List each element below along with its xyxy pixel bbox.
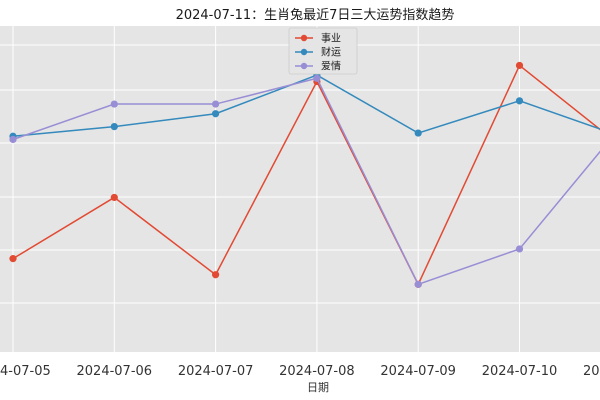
series-group — [9, 61, 600, 288]
legend-swatch-marker — [300, 48, 308, 56]
x-tick-labels: 2024-07-05 2024-07-06 2024-07-07 2024-07-08… — [0, 364, 600, 379]
series-爱情 — [9, 74, 600, 288]
x-tick-label: 2024-07-11 — [583, 364, 600, 379]
legend-item: 爱情 — [295, 60, 341, 73]
legend-swatch-marker — [300, 34, 308, 42]
x-tick-label: 2024-07-08 — [279, 364, 355, 379]
data-point — [313, 74, 321, 82]
legend-item: 财运 — [295, 46, 341, 59]
chart-title: 2024-07-11：生肖兔最近7日三大运势指数趋势 — [176, 7, 455, 23]
legend-label: 财运 — [321, 46, 341, 59]
data-point — [212, 100, 220, 108]
x-axis-label: 日期 — [307, 381, 329, 394]
data-point — [515, 245, 524, 253]
data-point — [212, 110, 220, 118]
legend-swatch-marker — [300, 62, 308, 70]
x-tick-label: 2024-07-06 — [77, 364, 153, 379]
data-point — [414, 280, 422, 288]
data-point — [414, 129, 422, 137]
grid-lines — [0, 26, 600, 352]
data-point — [9, 135, 17, 144]
legend-label: 爱情 — [321, 60, 341, 73]
data-point — [110, 123, 118, 131]
x-tick-label: 2024-07-10 — [482, 364, 558, 379]
legend-label: 事业 — [321, 32, 341, 45]
data-point — [110, 193, 118, 202]
data-point — [515, 61, 524, 70]
legend-item: 事业 — [295, 32, 341, 45]
data-point — [110, 100, 118, 108]
data-point — [9, 255, 17, 263]
data-point — [515, 97, 524, 105]
x-tick-label: 2024-07-09 — [380, 364, 456, 379]
x-tick-label: 2024-07-05 — [0, 364, 51, 379]
data-point — [212, 271, 220, 279]
x-tick-label: 2024-07-07 — [178, 364, 254, 379]
plot-area — [0, 26, 600, 352]
